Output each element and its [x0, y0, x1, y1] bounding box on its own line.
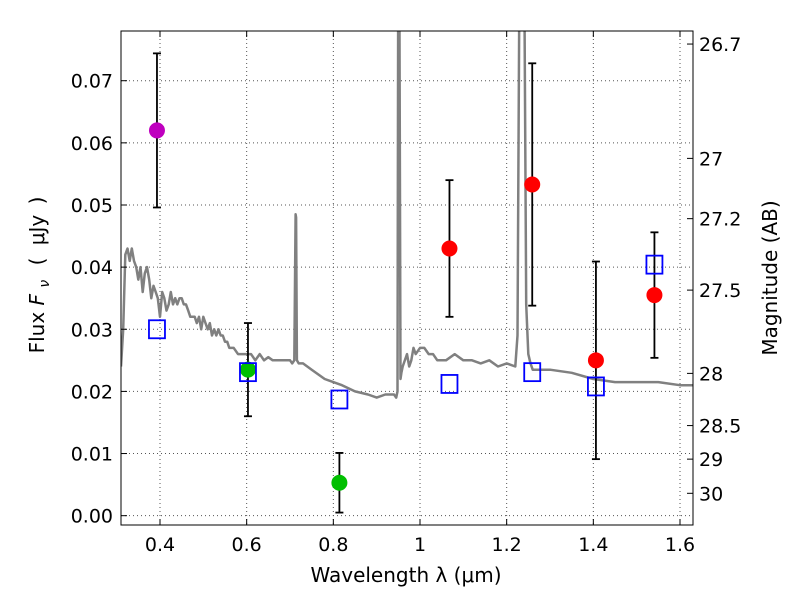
- label-layer: 0.4 0.6 0.8 1 1.2 1.4 1.6 0.00 0.01 0.02 0.03 0.04 0…: [71, 34, 742, 556]
- model-photometry-point: [330, 389, 349, 410]
- y2-tick-label: 29: [699, 449, 723, 471]
- y2-tick-label: 27.5: [699, 280, 741, 302]
- model-photometry-point: [645, 254, 664, 275]
- y2-tick-label: 28.5: [699, 416, 741, 438]
- y2-tick-label: 28: [699, 363, 723, 385]
- y-axis-label-symbol: F: [25, 293, 49, 305]
- y-axis-label-unit: μJy: [25, 215, 49, 246]
- x-tick-label: 1.4: [578, 534, 608, 556]
- detection-magenta-point: [148, 122, 165, 139]
- y-tick-label: 0.01: [71, 444, 113, 466]
- y-axis-label-paren-close: ): [25, 197, 49, 205]
- y-tick-label: 0.05: [71, 195, 113, 217]
- x-tick-label: 1.6: [665, 534, 695, 556]
- x-tick-label: 1: [414, 534, 426, 556]
- y-axis-label-prefix: Flux: [25, 305, 49, 353]
- x-tick-label: 1.2: [492, 534, 522, 556]
- y-axis-label: Flux F ν ( μJy ): [25, 197, 54, 354]
- x-tick-label: 0.6: [232, 534, 262, 556]
- y2-tick-label: 30: [699, 483, 723, 505]
- y2-axis-label: Magnitude (AB): [758, 200, 782, 355]
- model-photometry-point: [587, 376, 605, 397]
- y-tick-label: 0.02: [71, 381, 113, 403]
- detection-red-point: [524, 176, 541, 193]
- y-axis-label-subscript: ν: [37, 280, 53, 288]
- marker-layer: [148, 122, 664, 491]
- detection-red-point: [646, 287, 663, 304]
- detection-red-point: [441, 240, 458, 257]
- y2-tick-label: 26.7: [699, 34, 741, 56]
- plot-frame: [120, 30, 694, 526]
- x-axis-label: Wavelength λ (μm): [310, 563, 501, 587]
- errorbar-layer: [152, 52, 659, 514]
- y-tick-label: 0.03: [71, 319, 113, 341]
- y2-tick-label: 27: [699, 148, 723, 170]
- y-tick-label: 0.00: [71, 506, 113, 528]
- detection-green-point: [331, 474, 348, 491]
- model-photometry-point: [440, 374, 459, 394]
- y-tick-label: 0.06: [71, 133, 113, 155]
- y-tick-label: 0.04: [71, 257, 113, 279]
- detection-green-point: [239, 361, 256, 378]
- model-photometry-point: [523, 362, 542, 383]
- model-spectrum-line: [121, 31, 693, 399]
- detection-red-point: [587, 352, 604, 369]
- model-photometry-point: [148, 319, 166, 340]
- x-tick-label: 0.8: [318, 534, 348, 556]
- spectrum-layer: [121, 31, 693, 399]
- y-tick-label: 0.07: [71, 71, 113, 93]
- y-axis-label-paren-open: (: [25, 258, 49, 266]
- grid-layer: [121, 31, 693, 525]
- tick-layer: [121, 31, 693, 525]
- x-tick-label: 0.4: [145, 534, 175, 556]
- model-photometry-point: [239, 362, 257, 383]
- y2-tick-label: 27.2: [699, 209, 741, 231]
